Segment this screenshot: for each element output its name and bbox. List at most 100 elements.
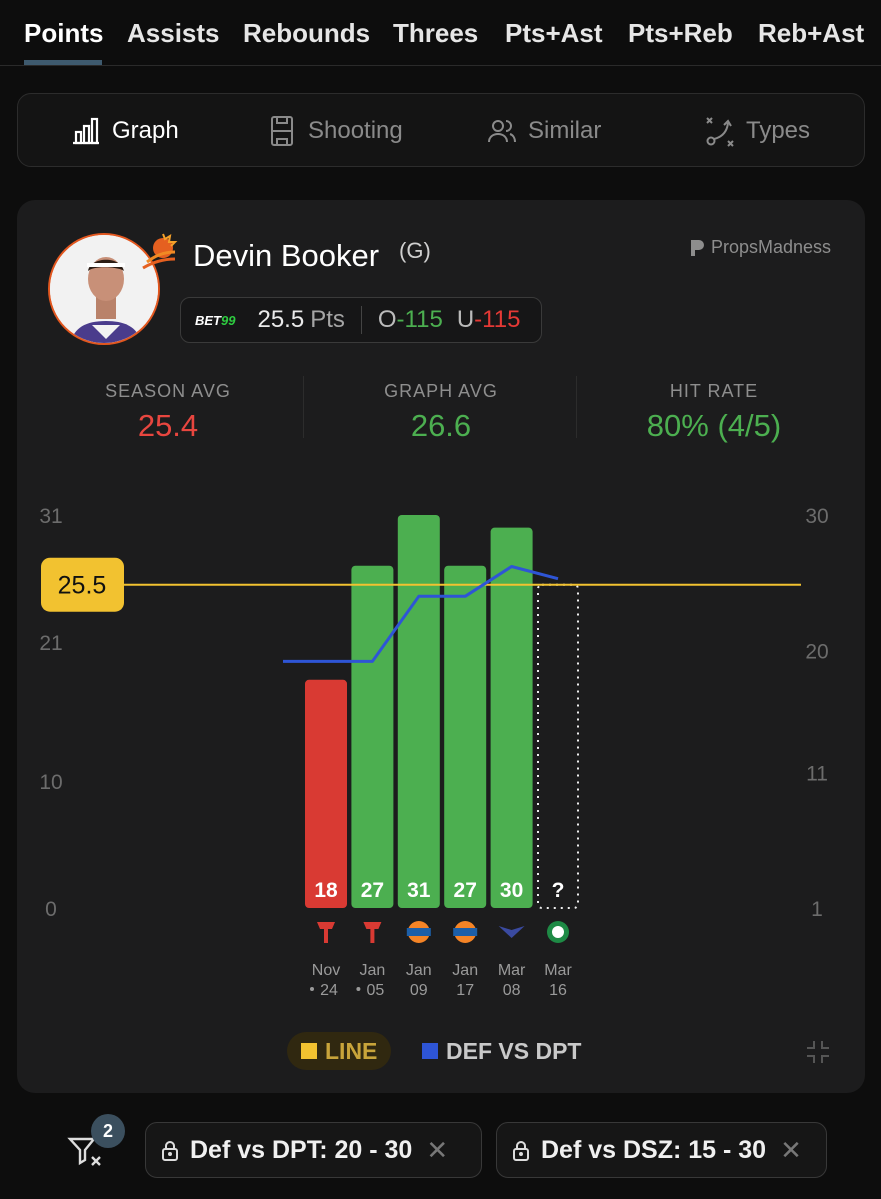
filter-chip-def-vs-dpt[interactable]: Def vs DPT: 20 - 30 ✕ <box>145 1122 482 1178</box>
bar-value-label: 30 <box>500 879 523 902</box>
lock-icon <box>162 1141 178 1161</box>
celtics-logo-inner <box>552 926 564 938</box>
season-avg-label: SEASON AVG <box>105 381 231 401</box>
line-unit: Pts <box>310 306 345 333</box>
player-position: (G) <box>399 238 431 263</box>
tab-similar-label: Similar <box>528 117 602 144</box>
graph-avg: GRAPH AVG 26.6 <box>302 381 580 444</box>
game-bar <box>444 565 487 908</box>
game-day-label: 08 <box>503 982 521 999</box>
tab-graph[interactable]: Graph <box>70 114 179 148</box>
under-label: U <box>456 306 475 333</box>
bet99-logo-icon: BET99 <box>195 312 236 328</box>
propsmadness-logo-icon <box>691 239 704 256</box>
tab-threes[interactable]: Threes <box>393 18 479 48</box>
stat-category-tabs: Points Assists Rebounds Threes Pts+Ast P… <box>0 0 881 66</box>
play-diagram-icon <box>706 117 734 147</box>
knicks-logo-band <box>406 928 431 936</box>
bar-value-label: 18 <box>314 879 338 902</box>
prop-line-pill: BET99 25.5 Pts O -115 U -115 <box>180 297 542 343</box>
brand-name: PropsMadness <box>711 237 832 257</box>
game-day-label: 24 <box>320 982 338 999</box>
y-axis-right-tick: 30 <box>805 505 828 528</box>
game-bar <box>397 515 440 908</box>
legend-def-label: DEF VS DPT <box>446 1037 582 1064</box>
player-avatar <box>48 233 160 345</box>
player-name: Devin Booker <box>193 238 380 273</box>
def-vs-dpt-line <box>283 564 559 663</box>
game-month-label: Nov <box>312 962 340 979</box>
tab-rebounds[interactable]: Rebounds <box>243 18 371 48</box>
under-odds: -115 <box>474 306 521 333</box>
game-month-label: Jan <box>406 962 432 979</box>
active-tab-indicator <box>24 60 102 65</box>
hornets-logo-icon <box>498 926 525 938</box>
y-axis-left-tick: 21 <box>39 632 62 655</box>
view-tabs: Graph Shooting Similar Types <box>17 93 865 167</box>
game-bar <box>490 527 533 908</box>
game-bar <box>305 679 347 908</box>
pill-divider <box>360 306 362 334</box>
close-icon[interactable]: ✕ <box>780 1134 802 1165</box>
hit-rate: HIT RATE 80% (4/5) <box>575 381 853 444</box>
collapse-icon[interactable] <box>805 1039 831 1065</box>
game-month-label: Mar <box>498 962 526 979</box>
brand-watermark: PropsMadness <box>689 237 831 258</box>
close-icon[interactable]: ✕ <box>426 1134 449 1165</box>
y-axis-right-tick: 20 <box>805 641 828 664</box>
game-day-label: 05 <box>367 982 385 999</box>
tab-shooting-label: Shooting <box>308 117 403 144</box>
hit-rate-value: 80% (4/5) <box>646 408 782 443</box>
graph-avg-label: GRAPH AVG <box>384 381 498 401</box>
filter-chip-def-vs-dsz[interactable]: Def vs DSZ: 15 - 30 ✕ <box>496 1122 827 1178</box>
bar-value-label: 27 <box>454 879 477 902</box>
summary-divider <box>576 376 577 438</box>
filter-chip-label: Def vs DSZ: 15 - 30 <box>541 1135 767 1164</box>
y-axis-left-tick: 0 <box>45 898 57 921</box>
y-axis-right-tick: 1 <box>811 898 823 921</box>
legend-line[interactable]: LINE <box>287 1032 392 1070</box>
game-day-label: 16 <box>549 982 567 999</box>
home-game-dot <box>356 987 361 991</box>
over-label: O <box>377 306 397 333</box>
tab-assists[interactable]: Assists <box>127 18 220 48</box>
y-axis-left-tick: 10 <box>39 771 62 794</box>
bar-value-label: 31 <box>407 879 431 902</box>
filter-count-badge: 2 <box>91 1114 125 1148</box>
tab-graph-label: Graph <box>112 117 179 144</box>
game-bar <box>351 565 394 908</box>
tab-pts-ast[interactable]: Pts+Ast <box>505 18 603 48</box>
tab-types-label: Types <box>746 117 811 144</box>
knicks-logo-band <box>453 928 478 936</box>
y-axis-left-tick: 31 <box>39 505 62 528</box>
tab-pts-reb[interactable]: Pts+Reb <box>628 18 733 48</box>
prop-line-badge <box>41 557 124 612</box>
court-icon <box>271 116 293 146</box>
pending-game-bar <box>537 583 579 910</box>
season-avg-value: 25.4 <box>137 408 199 443</box>
lock-icon <box>513 1141 529 1161</box>
bar-chart-icon <box>73 117 99 145</box>
rockets-logo-icon <box>363 922 382 943</box>
home-game-dot <box>310 987 314 991</box>
filter-chip-label: Def vs DPT: 20 - 30 <box>190 1135 413 1164</box>
legend-def-vs-dpt[interactable]: DEF VS DPT <box>422 1032 581 1070</box>
bar-value-label: ? <box>552 879 565 902</box>
suns-logo-icon <box>142 233 178 270</box>
tab-reb-ast[interactable]: Reb+Ast <box>758 18 865 48</box>
legend-line-label: LINE <box>325 1037 378 1064</box>
rockets-logo-icon <box>317 922 335 943</box>
summary-divider <box>303 376 304 438</box>
def-swatch <box>422 1043 438 1059</box>
tab-points[interactable]: Points <box>24 18 104 48</box>
line-swatch <box>301 1043 317 1059</box>
tab-shooting[interactable]: Shooting <box>266 114 403 148</box>
game-day-label: 17 <box>456 982 474 999</box>
tab-similar[interactable]: Similar <box>486 114 601 148</box>
game-month-label: Mar <box>544 962 572 979</box>
users-icon <box>488 120 516 143</box>
game-month-label: Jan <box>360 962 386 979</box>
tab-types[interactable]: Types <box>704 114 810 148</box>
game-day-label: 09 <box>410 982 428 999</box>
